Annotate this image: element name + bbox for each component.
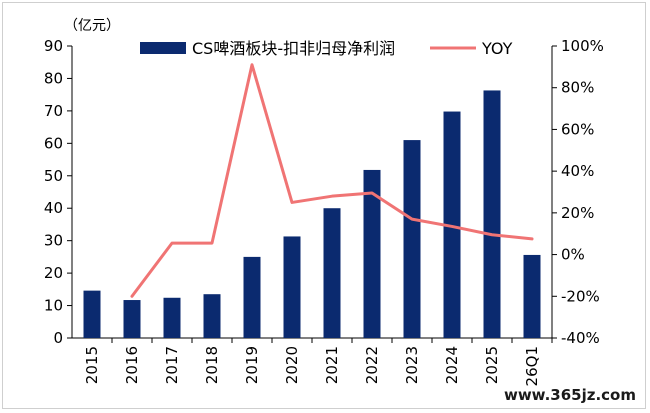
legend-bar-swatch bbox=[140, 42, 186, 54]
bar bbox=[123, 300, 141, 338]
right-tick-label: 60% bbox=[561, 120, 594, 138]
bar bbox=[403, 140, 421, 338]
bar bbox=[443, 111, 461, 338]
legend-bar-label: CS啤酒板块-扣非归母净利润 bbox=[192, 39, 395, 58]
left-tick-label: 70 bbox=[44, 102, 63, 120]
legend-line-label: YOY bbox=[481, 39, 513, 58]
right-tick-label: 80% bbox=[561, 79, 594, 97]
x-tick-label: 2025 bbox=[483, 346, 501, 384]
x-tick-label: 2016 bbox=[123, 346, 141, 384]
left-tick-label: 0 bbox=[53, 329, 63, 347]
bar bbox=[363, 169, 381, 338]
right-tick-label: 20% bbox=[561, 204, 594, 222]
x-tick-label: 2015 bbox=[83, 346, 101, 384]
right-tick-label: -40% bbox=[561, 329, 600, 347]
bar bbox=[283, 236, 301, 338]
left-tick-label: 60 bbox=[44, 134, 63, 152]
left-tick-label: 90 bbox=[44, 37, 63, 55]
left-tick-label: 40 bbox=[44, 199, 63, 217]
left-tick-label: 10 bbox=[44, 297, 63, 315]
x-tick-label: 2022 bbox=[363, 346, 381, 384]
bar bbox=[323, 208, 341, 338]
left-axis-unit: （亿元） bbox=[64, 18, 120, 34]
x-tick-label: 2020 bbox=[283, 346, 301, 384]
bar bbox=[483, 90, 501, 339]
bar bbox=[523, 254, 541, 338]
chart-frame bbox=[2, 2, 646, 409]
left-tick-label: 30 bbox=[44, 232, 63, 250]
right-tick-label: -20% bbox=[561, 287, 600, 305]
watermark: www.365jz.com bbox=[504, 386, 636, 404]
x-tick-label: 2023 bbox=[403, 346, 421, 384]
bar bbox=[83, 290, 101, 338]
x-tick-label: 2018 bbox=[203, 346, 221, 384]
bar bbox=[163, 297, 181, 338]
bar bbox=[203, 294, 221, 338]
x-tick-label: 2017 bbox=[163, 346, 181, 384]
left-tick-label: 20 bbox=[44, 264, 63, 282]
right-tick-label: 0% bbox=[561, 246, 585, 264]
yoy-line bbox=[130, 63, 534, 298]
left-tick-label: 80 bbox=[44, 69, 63, 87]
x-tick-label: 26Q1 bbox=[523, 346, 541, 386]
x-tick-label: 2024 bbox=[443, 346, 461, 384]
x-tick-label: 2021 bbox=[323, 346, 341, 384]
right-tick-label: 100% bbox=[561, 37, 604, 55]
right-tick-label: 40% bbox=[561, 162, 594, 180]
bar bbox=[243, 256, 261, 338]
x-tick-label: 2019 bbox=[243, 346, 261, 384]
left-tick-label: 50 bbox=[44, 167, 63, 185]
